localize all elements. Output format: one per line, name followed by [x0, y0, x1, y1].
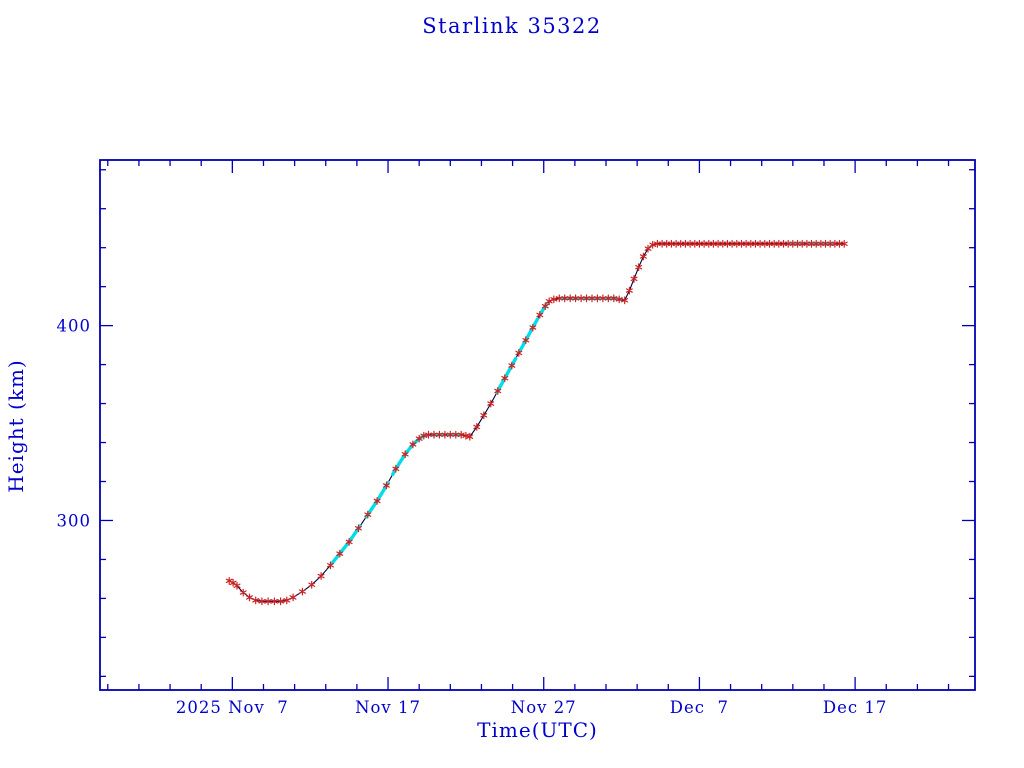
data-line [228, 243, 845, 602]
y-tick-labels: 300 400 [57, 317, 92, 531]
plot-frame [99, 159, 976, 691]
cyan-segment [391, 433, 429, 477]
x-axis-ticks [107, 160, 950, 690]
data-markers [225, 239, 848, 606]
y-tick-label: 400 [57, 317, 92, 336]
x-tick-label: Dec 7 [670, 698, 729, 717]
x-tick-label: 2025 Nov 7 [176, 698, 289, 717]
x-tick-label: Nov 17 [355, 698, 421, 717]
cyan-segment [518, 317, 540, 352]
y-axis-ticks [100, 169, 975, 678]
cyan-overlay [330, 242, 835, 565]
x-tick-label: Nov 27 [511, 698, 577, 717]
cyan-segment [495, 356, 518, 394]
chart-title: Starlink 35322 [422, 14, 602, 38]
y-tick-label: 300 [57, 511, 92, 530]
cyan-segment [330, 524, 362, 565]
x-tick-labels: 2025 Nov 7 Nov 17 Nov 27 Dec 7 Dec 17 [176, 698, 887, 717]
x-axis-label: Time(UTC) [477, 718, 598, 742]
x-tick-label: Dec 17 [823, 698, 887, 717]
